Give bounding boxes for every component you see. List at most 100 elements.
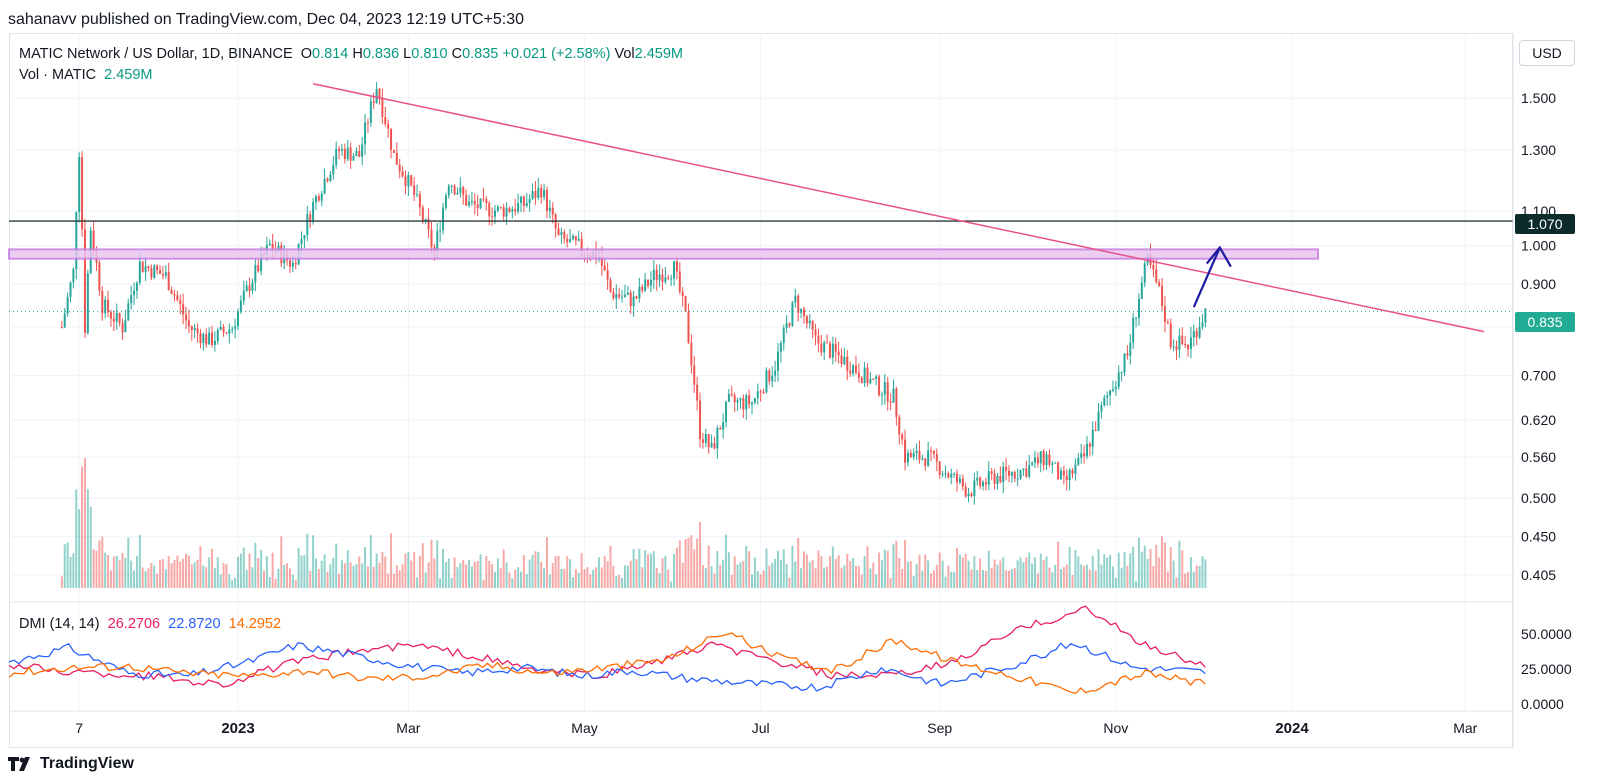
- volume-indicator-label[interactable]: Vol · MATIC: [19, 67, 97, 83]
- volume-bar: [872, 562, 875, 588]
- volume-bar: [950, 571, 953, 588]
- volume-bar: [1123, 552, 1126, 588]
- candle-body: [687, 311, 690, 343]
- candle-body: [355, 150, 358, 157]
- resistance-zone[interactable]: [8, 248, 1319, 260]
- volume-bar: [892, 544, 895, 588]
- descending-trendline[interactable]: [312, 82, 1485, 333]
- candle-body: [260, 253, 263, 272]
- volume-bar: [407, 551, 410, 588]
- projection-arrow[interactable]: [1192, 245, 1232, 308]
- candle-body: [615, 294, 618, 299]
- volume-bar: [1103, 554, 1106, 588]
- volume-bar: [418, 555, 421, 588]
- candle-body: [802, 308, 805, 316]
- volume-bar: [271, 552, 274, 588]
- volume-bar: [725, 534, 728, 588]
- volume-bar: [427, 562, 430, 588]
- candle-body: [722, 422, 725, 430]
- candle-body: [696, 384, 699, 401]
- candle-body: [543, 189, 546, 198]
- candle-body: [494, 210, 497, 217]
- volume-bar: [491, 564, 494, 588]
- tradingview-logo[interactable]: TradingView: [8, 755, 134, 773]
- candle-body: [508, 207, 511, 212]
- candle-body: [300, 238, 303, 245]
- volume-bar: [915, 564, 918, 588]
- volume-bar: [687, 537, 690, 588]
- volume-bar: [632, 549, 635, 588]
- candle-body: [404, 176, 407, 187]
- candle-body: [462, 187, 465, 195]
- volume-bar: [652, 551, 655, 588]
- volume-bar: [286, 563, 289, 588]
- volume-bar: [791, 545, 794, 588]
- currency-button[interactable]: USD: [1519, 40, 1575, 66]
- volume-bar: [875, 574, 878, 588]
- volume-bar: [494, 571, 497, 588]
- volume-bar: [1201, 556, 1204, 588]
- candle-body: [453, 185, 456, 195]
- dmi-label[interactable]: DMI (14, 14): [19, 616, 100, 632]
- volume-bar: [118, 560, 121, 588]
- volume-bar: [421, 543, 424, 588]
- candle-body: [421, 207, 424, 221]
- volume-bar: [886, 550, 889, 588]
- candle-body: [63, 313, 66, 328]
- candle-body: [251, 282, 254, 291]
- volume-bar: [1028, 552, 1031, 588]
- volume-bar: [690, 535, 693, 588]
- volume-bar: [83, 458, 86, 588]
- volume-bar: [753, 557, 756, 588]
- volume-bar: [1195, 565, 1198, 588]
- volume-bar: [557, 556, 560, 588]
- volume-bar: [609, 545, 612, 588]
- volume-bar: [805, 554, 808, 588]
- candle-body: [159, 269, 162, 274]
- candle-body: [1198, 326, 1201, 338]
- candle-body: [219, 326, 222, 330]
- volume-bar: [621, 577, 624, 588]
- time-tick-label: Mar: [396, 720, 420, 736]
- volume-bar: [1189, 557, 1192, 588]
- volume-bar: [612, 565, 615, 588]
- symbol-title[interactable]: MATIC Network / US Dollar, 1D, BINANCE: [19, 46, 293, 62]
- candle-body: [398, 164, 401, 172]
- candle-body: [1152, 265, 1155, 270]
- volume-bar: [837, 555, 840, 588]
- volume-bar: [109, 570, 112, 588]
- candle-body: [753, 398, 756, 403]
- volume-bar: [81, 466, 84, 588]
- volume-bar: [303, 555, 306, 588]
- volume-bar: [967, 560, 970, 588]
- volume-bar: [398, 570, 401, 588]
- volume-bar: [860, 574, 863, 588]
- candle-body: [444, 195, 447, 208]
- volume-bar: [788, 577, 791, 588]
- candle-body: [1045, 454, 1048, 466]
- candle-body: [60, 327, 63, 329]
- candle-body: [211, 332, 214, 345]
- volume-bar: [205, 567, 208, 588]
- price-tick-label: 0.560: [1521, 449, 1556, 465]
- candle-body: [921, 458, 924, 460]
- volume-bar: [982, 570, 985, 588]
- volume-bar: [433, 558, 436, 588]
- volume-bar: [592, 569, 595, 588]
- volume-bar: [904, 539, 907, 588]
- candle-body: [317, 196, 320, 201]
- open-value: 0.814: [312, 46, 349, 62]
- volume-bar: [730, 574, 733, 588]
- volume-bar: [846, 553, 849, 588]
- candle-body: [970, 493, 973, 497]
- candle-body: [745, 395, 748, 410]
- candle-body: [1123, 353, 1126, 373]
- volume-bar: [1117, 552, 1120, 588]
- volume-bar: [312, 535, 315, 588]
- candle-body: [768, 370, 771, 382]
- volume-bar: [1204, 559, 1207, 588]
- volume-bar: [390, 533, 393, 588]
- volume-bar: [208, 557, 211, 588]
- volume-bar: [927, 560, 930, 588]
